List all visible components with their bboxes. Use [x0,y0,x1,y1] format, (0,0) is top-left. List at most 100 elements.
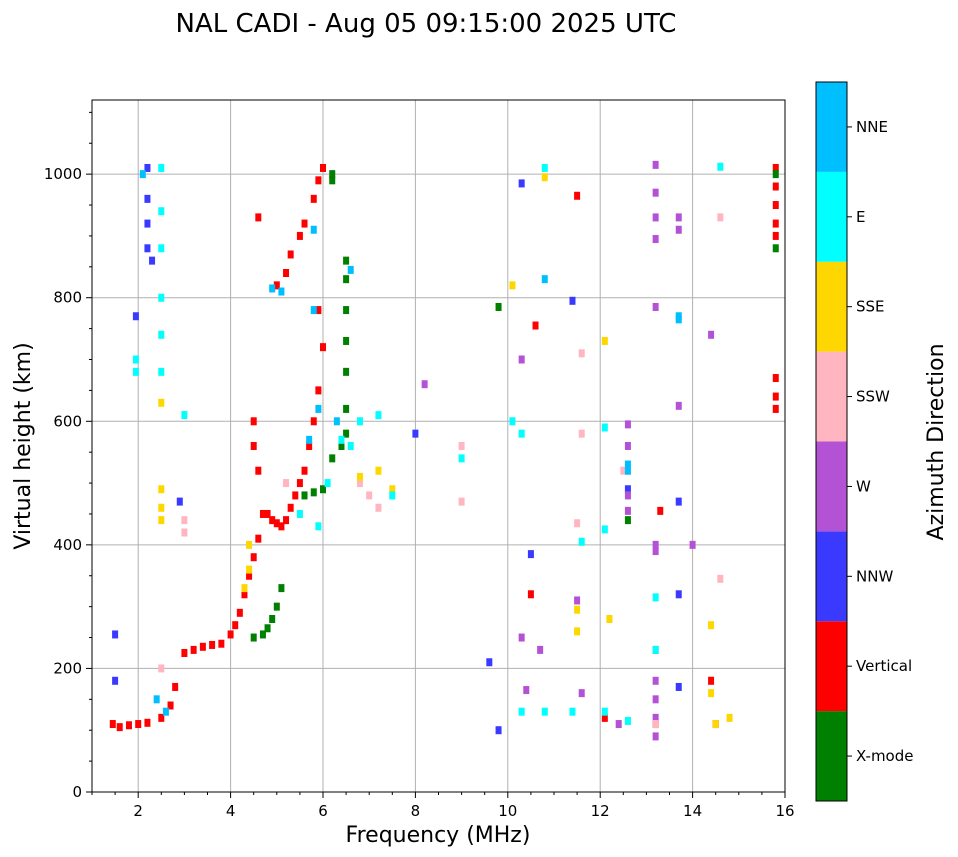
data-point [366,491,373,500]
data-point [620,466,627,475]
data-point [578,537,585,546]
data-point [675,315,682,324]
data-point [518,179,525,188]
data-point [329,176,336,185]
data-point [250,553,257,562]
data-point [532,321,539,330]
data-point [324,479,331,488]
data-point [255,213,262,222]
series-e [132,162,724,725]
data-point [389,485,396,494]
data-point [601,423,608,432]
data-point [144,718,151,727]
data-point [356,472,363,481]
data-point [343,275,350,284]
data-point [624,460,631,469]
data-point [772,374,779,383]
data-point [199,642,206,651]
data-point [273,602,280,611]
data-point [283,269,290,277]
data-point [726,713,733,722]
data-point [675,225,682,234]
data-point [158,330,165,339]
data-point [615,720,622,729]
data-point [495,726,502,735]
data-point [652,213,659,222]
data-point [112,676,119,685]
data-point [652,732,659,741]
data-point [315,176,322,185]
data-point [158,163,165,172]
data-point [712,720,719,729]
x-tick-label: 12 [591,802,610,820]
data-point [624,716,631,725]
data-point [278,287,285,296]
data-point [412,429,419,438]
data-point [652,235,659,244]
data-point [689,540,696,549]
data-point [112,630,119,639]
data-point [601,713,608,722]
data-point [518,355,525,364]
colorbar-frame [815,81,848,802]
data-point [458,497,465,506]
data-point [523,686,530,695]
data-point [310,306,317,315]
data-point [241,584,248,593]
data-point [320,163,326,172]
data-point [135,720,142,729]
data-point [652,713,659,722]
data-point [389,491,396,500]
colorbar-segment [816,711,847,801]
y-tick-label: 1000 [44,165,82,183]
data-point [343,404,350,413]
data-point [541,163,548,172]
data-point [158,485,165,494]
data-point [218,639,225,648]
data-point [675,213,682,222]
data-point [301,491,308,500]
colorbar-tick-label: NNW [856,567,893,585]
data-point [301,466,308,475]
data-point [652,720,659,729]
data-point [652,645,659,654]
colorbar-tick-label: NNE [856,118,888,136]
data-point [227,630,234,639]
data-point [283,479,290,488]
data-point [574,519,581,528]
data-point [255,534,262,543]
data-point [158,207,165,216]
y-tick-label: 400 [53,536,82,554]
data-point [657,506,664,515]
data-point [283,516,290,525]
data-point [301,219,308,228]
data-point [375,466,382,475]
data-point [255,466,262,475]
data-point [652,547,659,556]
data-point [269,516,276,525]
data-point [624,485,631,494]
data-point [116,723,123,732]
series-sse [158,173,733,729]
data-point [292,491,299,500]
data-point [606,615,613,623]
series-w [421,160,715,741]
data-point [518,429,525,438]
data-point [652,695,659,704]
data-point [139,170,146,179]
data-point [287,503,294,512]
data-point [329,170,336,179]
data-point [652,302,659,311]
data-point [458,442,465,450]
data-point [269,284,276,293]
data-point [675,497,682,506]
data-point [717,162,724,171]
data-point [375,411,382,420]
data-point [574,191,581,200]
plot-points [109,160,779,741]
data-point [158,664,165,673]
data-point [190,645,197,654]
data-point [333,417,340,426]
data-point [132,355,139,364]
data-point [273,519,280,528]
